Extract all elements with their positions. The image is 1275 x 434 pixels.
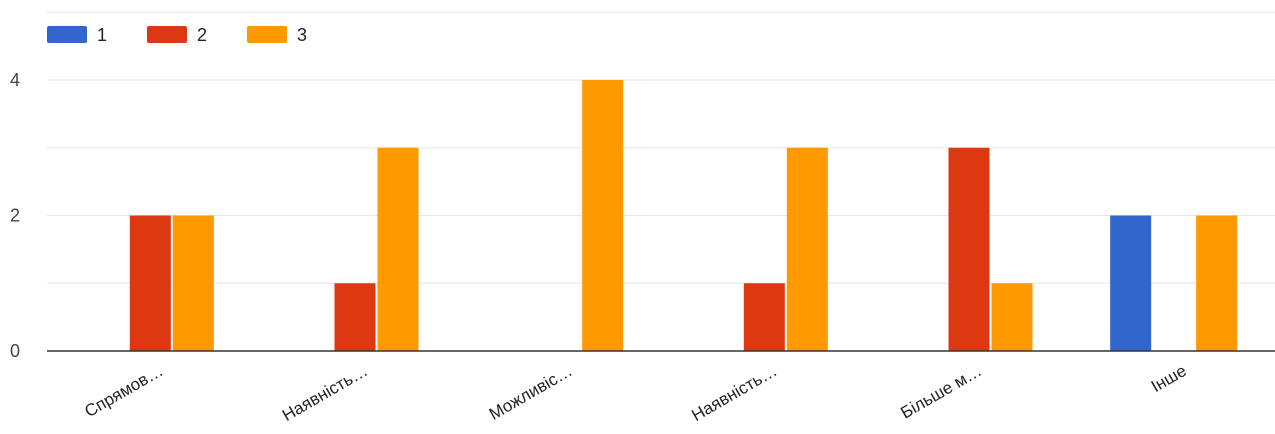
x-category-label: Наявність…	[279, 361, 371, 425]
bar-series-2	[129, 215, 171, 351]
bar-series-3	[991, 283, 1033, 351]
x-axis-categories: Спрямов… Наявність… Можливіс… Наявність… Біл…	[81, 361, 1189, 425]
bar-series-2	[334, 283, 376, 351]
bar-series-3	[582, 80, 624, 351]
bar-series-3	[786, 147, 828, 351]
bar-series-2	[948, 147, 990, 351]
bar-series-3	[1196, 215, 1238, 351]
x-category-label: Спрямов…	[81, 361, 166, 421]
gridlines	[47, 11, 1275, 284]
y-tick-label: 4	[10, 70, 20, 90]
bar-series-3	[377, 147, 419, 351]
legend-label: 1	[97, 25, 107, 45]
bars	[129, 80, 1238, 351]
x-category-label: Інше	[1148, 361, 1190, 396]
bar-series-2	[743, 283, 785, 351]
legend-swatch	[147, 26, 187, 43]
y-tick-label: 2	[10, 206, 20, 226]
legend-swatch	[247, 26, 287, 43]
y-tick-label: 0	[10, 341, 20, 361]
legend-swatch	[47, 26, 87, 43]
y-axis-ticks: 0 2 4	[10, 70, 20, 361]
legend-label: 3	[297, 25, 307, 45]
legend: 1 2 3	[47, 25, 307, 45]
x-category-label: Можливіс…	[486, 361, 576, 424]
x-category-label: Більше м…	[897, 361, 985, 423]
legend-label: 2	[197, 25, 207, 45]
bar-series-1	[1110, 215, 1152, 351]
x-category-label: Наявність…	[688, 361, 780, 425]
bar-series-3	[172, 215, 214, 351]
